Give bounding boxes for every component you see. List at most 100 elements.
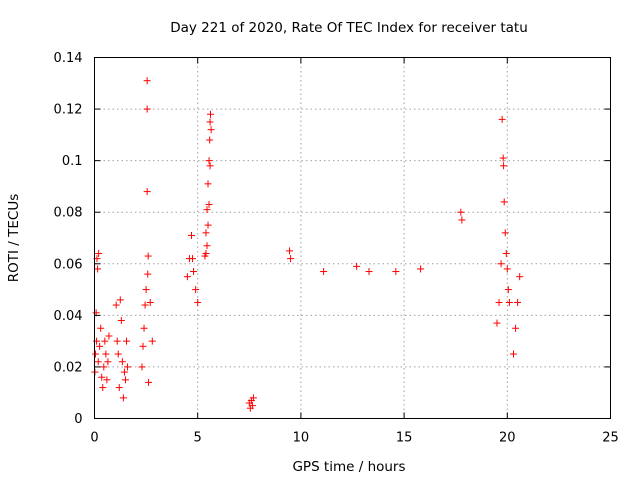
data-point	[249, 394, 257, 402]
data-point	[203, 242, 211, 250]
x-tick-label: 5	[194, 431, 202, 446]
data-point	[124, 363, 132, 371]
data-point	[500, 162, 508, 170]
data-point	[206, 118, 214, 126]
data-point	[95, 249, 103, 257]
data-point	[204, 221, 212, 229]
data-point	[392, 268, 400, 276]
x-axis-label: GPS time / hours	[292, 459, 405, 475]
data-point	[146, 298, 154, 306]
y-axis-label: ROTI / TECUs	[6, 194, 22, 282]
data-point	[92, 350, 100, 358]
data-point	[183, 273, 191, 281]
data-point	[502, 249, 510, 257]
data-point	[497, 260, 505, 268]
data-point	[102, 350, 110, 358]
data-point	[206, 110, 214, 118]
x-tick-label: 15	[396, 431, 413, 446]
data-point	[99, 384, 107, 392]
data-point	[143, 188, 151, 196]
y-tick-label: 0.12	[54, 103, 83, 118]
data-point	[206, 136, 214, 144]
y-tick-label: 0.06	[54, 257, 83, 272]
data-point	[142, 286, 150, 294]
data-point	[189, 255, 197, 263]
y-tick-label: 0.02	[54, 360, 83, 375]
data-point	[122, 337, 130, 345]
axis-ticks: 0 5 10 15 20 25 0 0.02 0.04 0.06 0.08 0.1 0.12 0.14	[54, 51, 619, 446]
data-point	[204, 180, 212, 188]
data-point	[100, 363, 108, 371]
data-point	[493, 319, 501, 327]
data-point	[203, 206, 211, 214]
data-point	[365, 268, 373, 276]
data-point	[501, 229, 509, 237]
data-point	[112, 301, 120, 309]
data-point	[138, 363, 146, 371]
data-point	[248, 402, 256, 410]
data-point	[516, 273, 524, 281]
data-point	[144, 252, 152, 260]
data-point	[417, 265, 425, 273]
data-point	[144, 270, 152, 278]
data-point	[499, 154, 507, 162]
data-point	[190, 268, 198, 276]
data-point	[113, 337, 121, 345]
data-point	[500, 198, 508, 206]
data-point	[188, 231, 196, 239]
data-point	[140, 324, 148, 332]
data-point	[143, 105, 151, 113]
data-point	[512, 324, 520, 332]
x-tick-label: 20	[499, 431, 516, 446]
data-point	[205, 157, 213, 165]
data-point	[104, 358, 112, 366]
data-point	[503, 265, 511, 273]
data-point	[117, 317, 125, 325]
data-point	[103, 376, 111, 384]
data-point	[207, 126, 215, 134]
data-point	[353, 262, 361, 270]
data-point	[320, 268, 328, 276]
data-point	[514, 298, 522, 306]
data-point	[287, 255, 295, 263]
x-tick-label: 25	[602, 431, 619, 446]
y-tick-label: 0.1	[62, 154, 83, 169]
data-point	[121, 376, 129, 384]
data-point	[114, 350, 122, 358]
data-point	[97, 324, 105, 332]
data-point	[98, 373, 106, 381]
y-tick-label: 0.04	[54, 309, 83, 324]
x-tick-label: 0	[90, 431, 98, 446]
data-point	[509, 350, 517, 358]
y-tick-label: 0	[74, 412, 82, 427]
data-point	[145, 378, 153, 386]
data-point	[205, 200, 213, 208]
y-tick-label: 0.14	[54, 51, 83, 66]
data-point	[120, 368, 128, 376]
data-point	[148, 337, 156, 345]
data-point	[495, 298, 503, 306]
data-point	[504, 286, 512, 294]
data-point	[194, 298, 202, 306]
data-point	[192, 286, 200, 294]
data-point	[101, 337, 109, 345]
data-point	[498, 115, 506, 123]
data-point	[118, 358, 126, 366]
data-point	[115, 384, 123, 392]
data-point	[94, 358, 102, 366]
data-point	[141, 301, 149, 309]
data-point	[143, 77, 151, 85]
data-point	[119, 394, 127, 402]
grid-lines	[94, 57, 611, 419]
data-point	[94, 265, 102, 273]
data-point	[458, 216, 466, 224]
x-tick-label: 10	[293, 431, 310, 446]
data-point	[105, 332, 113, 340]
data-point	[139, 342, 147, 350]
data-point	[96, 342, 104, 350]
chart-title: Day 221 of 2020, Rate Of TEC Index for r…	[170, 20, 528, 36]
data-point	[202, 249, 210, 257]
y-tick-label: 0.08	[54, 206, 83, 221]
plot-frame	[94, 57, 611, 419]
